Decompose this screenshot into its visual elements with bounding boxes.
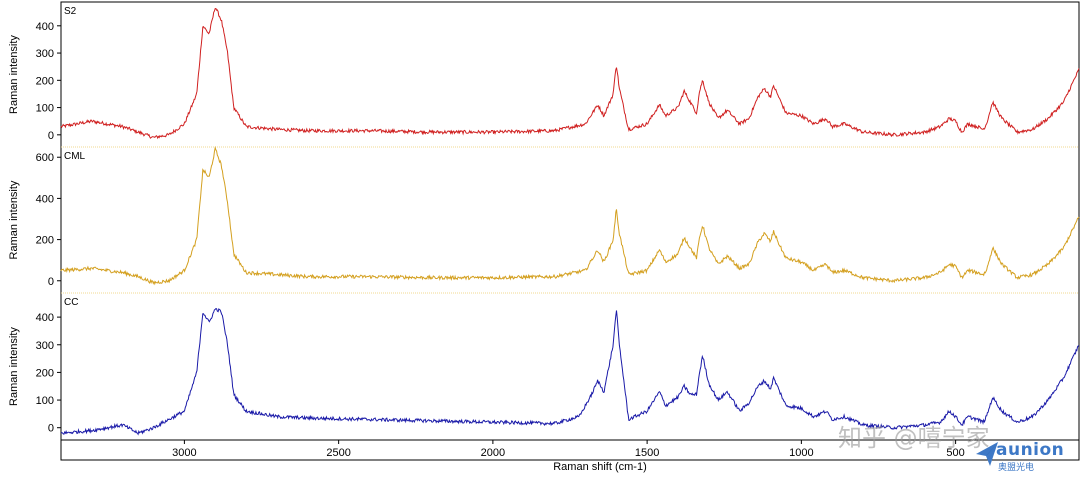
series-line-cc (60, 308, 1079, 436)
panel-s2: 0 100 200 300 400 Raman intensity S2 (8, 6, 1080, 142)
x-tick-label: 1000 (789, 447, 813, 459)
x-tick-label: 1500 (635, 447, 659, 459)
y-tick-label: 200 (36, 367, 54, 379)
x-tick-label: 2500 (326, 447, 350, 459)
y-axis-label: Raman intensity (8, 327, 20, 406)
y-tick-label: 400 (36, 193, 54, 205)
panel-title: CC (64, 297, 78, 308)
plot-frame (60, 1, 1080, 461)
panel-title: S2 (64, 6, 77, 17)
x-tick-label: 3000 (172, 447, 196, 459)
y-tick-label: 400 (36, 312, 54, 324)
panel-cc: 0 100 200 300 400 Raman intensity CC (8, 292, 1079, 436)
y-tick-label: 300 (36, 340, 54, 352)
y-tick-label: 0 (48, 276, 54, 288)
panel-title: CML (64, 151, 86, 162)
y-tick-label: 200 (36, 75, 54, 87)
series-line-cml (60, 145, 1080, 286)
y-axis-label: Raman intensity (8, 35, 20, 114)
y-axis-label: Raman intensity (8, 180, 20, 259)
x-tick-label: 2000 (481, 447, 505, 459)
y-tick-label: 100 (36, 103, 54, 115)
y-tick-label: 400 (36, 21, 54, 33)
y-tick-label: 0 (48, 423, 54, 435)
x-axis-label: Raman shift (cm-1) (553, 461, 647, 473)
y-tick-label: 600 (36, 152, 54, 164)
panel-cml: 0 200 400 600 Raman intensity CML (8, 145, 1080, 288)
x-tick-label: 500 (946, 447, 964, 459)
y-tick-label: 200 (36, 235, 54, 247)
y-tick-label: 300 (36, 48, 54, 60)
y-tick-label: 100 (36, 395, 54, 407)
series-line-s2 (60, 7, 1080, 140)
y-tick-label: 0 (48, 130, 54, 142)
